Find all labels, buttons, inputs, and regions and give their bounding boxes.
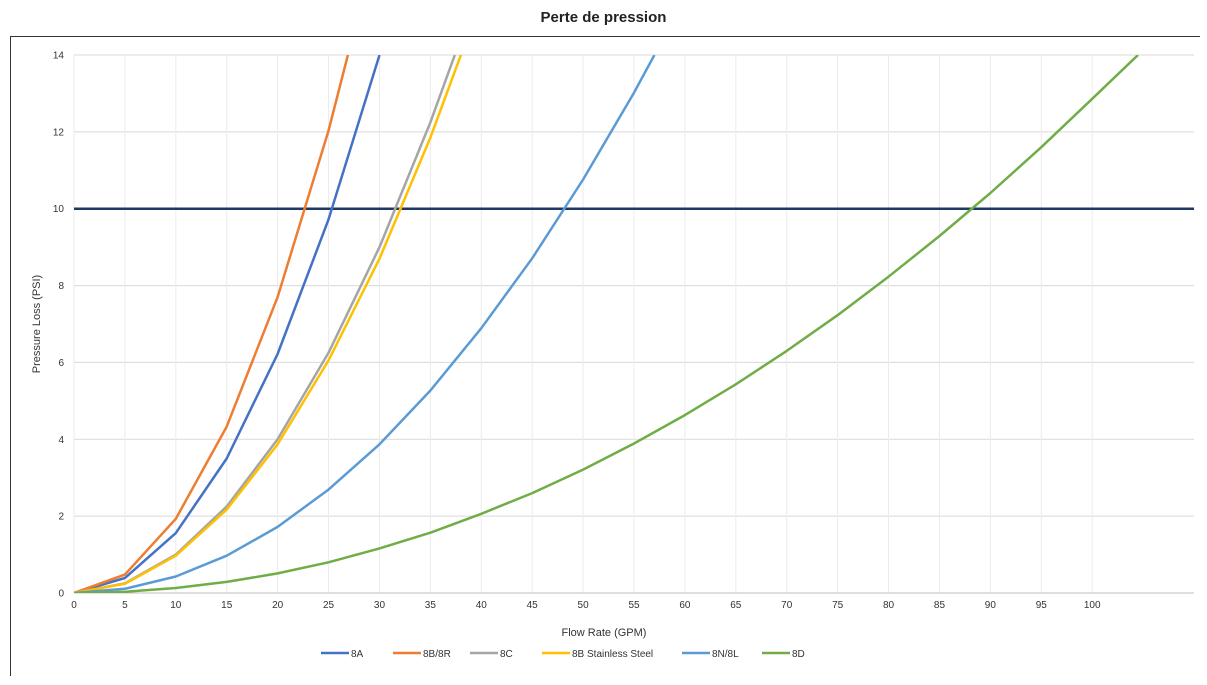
x-tick-labels: 0 5 10 15 20 25 30 35 40 45 50 55 60 65 70 75 80 85 90 95 10…: [71, 600, 1101, 611]
x-tick-label: 20: [272, 600, 284, 611]
x-tick-label: 30: [374, 600, 386, 611]
x-tick-label: 60: [679, 600, 691, 611]
legend-label: 8N/8L: [712, 649, 739, 660]
x-tick-label: 70: [781, 600, 793, 611]
y-tick-label: 6: [58, 358, 64, 369]
x-tick-label: 80: [883, 600, 895, 611]
x-tick-label: 65: [730, 600, 742, 611]
x-tick-label: 35: [425, 600, 437, 611]
legend: 8A 8B/8R 8C 8B Stainless Steel 8N/8L 8D: [321, 649, 805, 660]
legend-label: 8A: [351, 649, 364, 660]
x-tick-label: 75: [832, 600, 844, 611]
series-line-8a: [74, 55, 381, 593]
y-tick-label: 4: [58, 435, 64, 446]
x-tick-label: 15: [221, 600, 233, 611]
chart-frame: [10, 36, 1200, 676]
x-tick-label: 25: [323, 600, 335, 611]
y-axis-label: Pressure Loss (PSI): [31, 275, 43, 373]
legend-label: 8B Stainless Steel: [572, 649, 653, 660]
x-tick-label: 40: [476, 600, 488, 611]
legend-item: 8D: [762, 649, 805, 660]
y-tick-label: 0: [58, 589, 64, 600]
x-axis-label: Flow Rate (GPM): [562, 627, 647, 639]
x-tick-label: 95: [1036, 600, 1048, 611]
y-tick-labels: 0 2 4 6 8 10 12 14: [53, 51, 65, 600]
x-tick-label: 90: [985, 600, 997, 611]
x-tick-label: 45: [527, 600, 539, 611]
y-tick-label: 8: [58, 281, 64, 292]
legend-item: 8A: [321, 649, 364, 660]
y-tick-label: 12: [53, 127, 65, 138]
x-tick-label: 55: [628, 600, 640, 611]
legend-item: 8N/8L: [682, 649, 739, 660]
legend-label: 8B/8R: [423, 649, 451, 660]
x-tick-label: 100: [1084, 600, 1101, 611]
legend-label: 8C: [500, 649, 513, 660]
y-tick-label: 2: [58, 512, 64, 523]
series-line-8d: [74, 55, 1139, 593]
x-tick-label: 5: [122, 600, 128, 611]
gridlines: [73, 54, 1194, 594]
y-tick-label: 10: [53, 204, 65, 215]
legend-label: 8D: [792, 649, 805, 660]
y-tick-label: 14: [53, 51, 65, 62]
x-tick-label: 50: [578, 600, 590, 611]
legend-item: 8C: [470, 649, 513, 660]
series-line-8c: [74, 55, 456, 593]
series-line-8b-stainless-steel: [74, 55, 463, 593]
series-lines: [74, 55, 1139, 593]
x-tick-label: 0: [71, 600, 77, 611]
x-tick-label: 85: [934, 600, 946, 611]
legend-item: 8B Stainless Steel: [542, 649, 653, 660]
x-tick-label: 10: [170, 600, 182, 611]
series-line-8b-8r: [74, 55, 350, 593]
legend-item: 8B/8R: [393, 649, 451, 660]
chart-title: Perte de pression: [540, 9, 667, 26]
series-line-8n-8l: [74, 55, 656, 593]
